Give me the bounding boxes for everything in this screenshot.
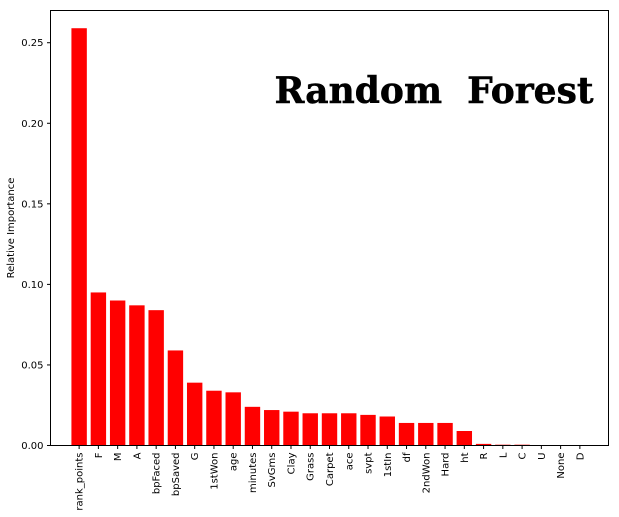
- y-tick-label: 0.05: [21, 360, 43, 371]
- chart-title: Random Forest: [275, 70, 594, 112]
- bar-g: [187, 383, 202, 446]
- x-tick-label: L: [498, 452, 509, 458]
- bar-2ndwon: [418, 423, 433, 446]
- x-tick-label: ht: [460, 452, 471, 462]
- x-tick-label: age: [229, 453, 240, 472]
- x-tick-label: bpSaved: [171, 453, 182, 497]
- x-tick-label: SvGms: [267, 453, 278, 488]
- bar-f: [91, 292, 106, 445]
- y-axis: 0.00 0.05 0.10 0.15 0.20 0.25: [21, 38, 50, 452]
- y-tick-label: 0.00: [21, 441, 43, 452]
- x-tick-label: F: [94, 452, 105, 458]
- x-tick-label: Grass: [306, 453, 317, 481]
- y-axis-label: Relative Importance: [6, 178, 17, 279]
- bar-m: [110, 301, 125, 446]
- x-tick-label: 1stWon: [209, 453, 220, 490]
- x-tick-label: Hard: [441, 453, 452, 477]
- bar-a: [129, 305, 144, 445]
- bar-hard: [437, 423, 452, 446]
- x-tick-label: R: [479, 452, 490, 459]
- bar-clay: [283, 412, 298, 446]
- bar-ht: [457, 431, 472, 446]
- x-tick-label: rank_points: [75, 453, 86, 511]
- bar-age: [226, 392, 241, 445]
- x-tick-label: A: [132, 452, 143, 459]
- y-tick-label: 0.15: [21, 199, 43, 210]
- x-tick-label: Clay: [286, 452, 297, 474]
- bar-1stwon: [206, 391, 221, 446]
- bar-carpet: [322, 413, 337, 445]
- bar-minutes: [245, 407, 260, 446]
- y-tick-label: 0.20: [21, 119, 43, 130]
- x-tick-label: df: [402, 452, 413, 462]
- bar-df: [399, 423, 414, 446]
- x-tick-label: G: [190, 453, 201, 461]
- x-tick-label: minutes: [248, 453, 259, 493]
- x-tick-label: 2ndWon: [421, 453, 432, 494]
- x-tick-label: U: [537, 453, 548, 460]
- y-tick-label: 0.25: [21, 38, 43, 49]
- x-tick-label: bpFaced: [152, 453, 163, 495]
- bar-bpfaced: [148, 310, 163, 445]
- x-tick-label: 1stIn: [383, 453, 394, 478]
- bar-bpsaved: [168, 350, 183, 445]
- bar-1stin: [380, 417, 395, 446]
- x-tick-label: M: [113, 453, 124, 462]
- y-tick-label: 0.10: [21, 280, 43, 291]
- x-tick-label: None: [556, 453, 567, 479]
- bar-rank-points: [71, 28, 86, 445]
- x-tick-label: C: [518, 452, 529, 459]
- bar-grass: [303, 413, 318, 445]
- x-tick-label: Carpet: [325, 452, 336, 486]
- x-tick-label: ace: [344, 453, 355, 471]
- x-tick-label: svpt: [364, 452, 375, 473]
- x-tick-label: D: [575, 452, 586, 460]
- bar-svgms: [264, 410, 279, 445]
- bar-svpt: [360, 415, 375, 446]
- bar-ace: [341, 413, 356, 445]
